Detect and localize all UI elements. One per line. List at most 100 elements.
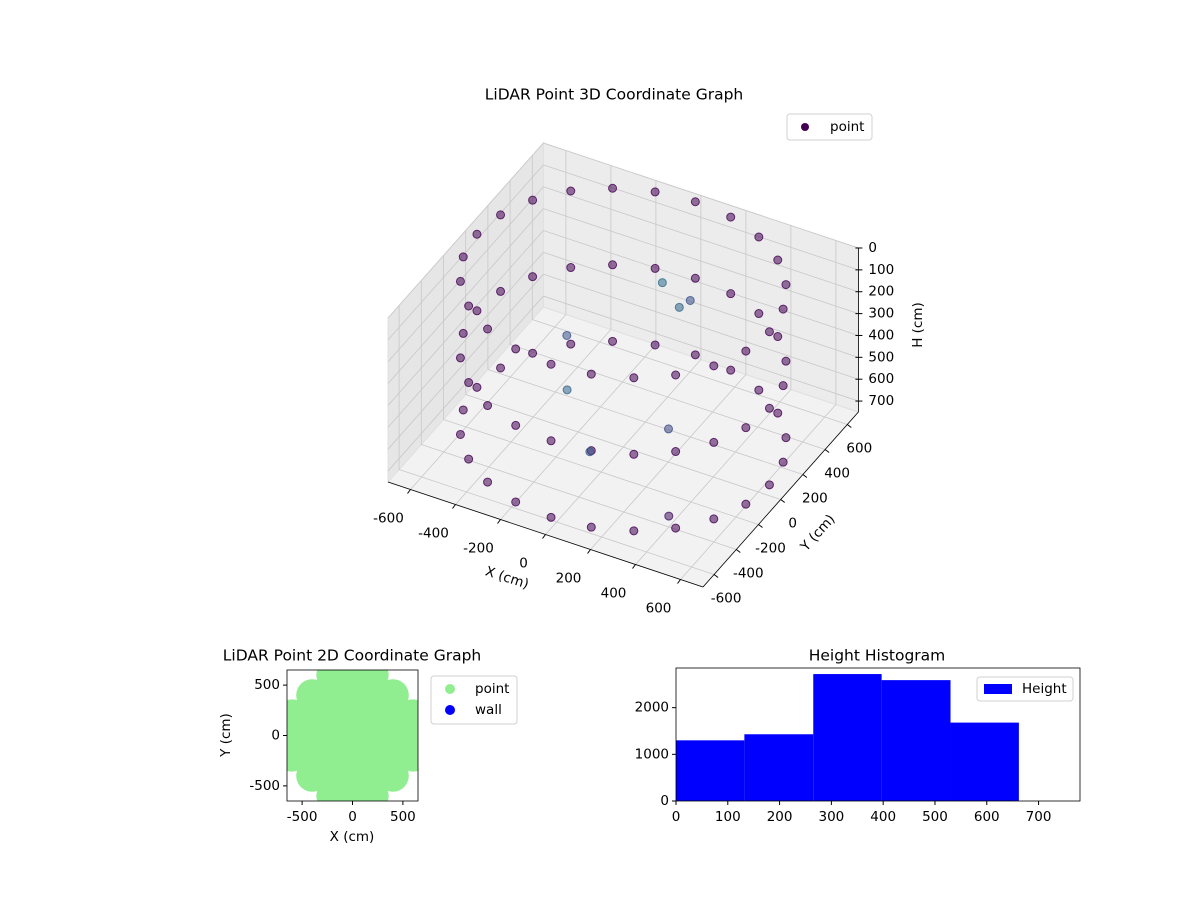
axes-frame bbox=[675, 667, 1081, 802]
tick-mark bbox=[677, 579, 681, 584]
point bbox=[496, 363, 506, 373]
point bbox=[741, 346, 751, 356]
tick-mark bbox=[452, 504, 456, 509]
legend-label: point bbox=[830, 119, 864, 135]
point bbox=[690, 273, 700, 283]
point bbox=[671, 523, 681, 533]
z-axis-label: H (cm) bbox=[910, 302, 926, 348]
point bbox=[464, 301, 474, 311]
bar bbox=[676, 740, 745, 801]
grid-line bbox=[532, 319, 848, 425]
x-tick-label: 600 bbox=[974, 809, 1000, 825]
point bbox=[781, 356, 791, 366]
legend-label: Height bbox=[1022, 681, 1067, 697]
grid-line bbox=[465, 394, 781, 500]
grid-line bbox=[387, 142, 544, 319]
point bbox=[458, 252, 468, 262]
y-tick-label: 600 bbox=[846, 441, 872, 457]
tick-mark bbox=[542, 534, 546, 539]
z-tick-label: 500 bbox=[868, 349, 894, 365]
grid-line bbox=[387, 230, 544, 406]
tick-mark bbox=[587, 549, 591, 554]
legend-patch bbox=[984, 684, 1012, 694]
point bbox=[664, 424, 673, 434]
x-tick-label: -400 bbox=[418, 526, 449, 542]
x-tick-label: 200 bbox=[556, 571, 582, 587]
x-tick-label: 700 bbox=[1026, 809, 1052, 825]
y-tick-label: 0 bbox=[271, 728, 280, 744]
tick-mark bbox=[780, 499, 786, 503]
point bbox=[671, 447, 681, 457]
x-tick-label: 500 bbox=[390, 809, 416, 825]
x-tick-label: 300 bbox=[818, 809, 844, 825]
z-tick-label: 100 bbox=[868, 262, 894, 278]
point bbox=[674, 302, 684, 312]
z-tick-label: 200 bbox=[868, 284, 894, 300]
point bbox=[709, 361, 719, 371]
grid-line bbox=[487, 369, 804, 475]
point bbox=[562, 385, 572, 395]
point bbox=[483, 477, 493, 487]
y-tick-label: 1000 bbox=[635, 746, 669, 762]
x-tick-label: -500 bbox=[287, 809, 318, 825]
grid-line bbox=[387, 273, 544, 450]
point bbox=[472, 382, 482, 392]
point bbox=[764, 403, 774, 413]
plot-area bbox=[287, 670, 418, 801]
point bbox=[566, 186, 576, 196]
x-tick-label: 600 bbox=[646, 601, 672, 617]
point bbox=[650, 340, 660, 350]
point bbox=[773, 332, 783, 342]
point bbox=[511, 344, 521, 354]
grid-line bbox=[421, 444, 737, 550]
grid-line bbox=[398, 469, 715, 575]
tick-mark bbox=[632, 564, 636, 569]
y-tick-label: 200 bbox=[802, 491, 828, 507]
point bbox=[458, 328, 468, 338]
x-tick-label: -200 bbox=[463, 541, 494, 557]
point bbox=[629, 373, 639, 383]
point bbox=[455, 276, 465, 286]
point bbox=[778, 457, 788, 467]
point bbox=[781, 280, 791, 290]
point bbox=[754, 309, 764, 319]
point bbox=[376, 679, 409, 712]
z-tick-label: 400 bbox=[868, 327, 894, 343]
tick-mark bbox=[846, 424, 852, 428]
point bbox=[511, 420, 521, 430]
point bbox=[685, 295, 695, 305]
point bbox=[629, 526, 639, 536]
point bbox=[741, 423, 751, 433]
grid-line bbox=[509, 344, 826, 450]
chart-title: LiDAR Point 3D Coordinate Graph bbox=[485, 86, 743, 104]
point bbox=[528, 272, 538, 282]
point bbox=[778, 381, 788, 391]
x-tick-label: 0 bbox=[348, 809, 357, 825]
grid-line bbox=[387, 186, 544, 362]
point bbox=[671, 370, 681, 380]
grid-line bbox=[543, 295, 859, 402]
y-tick-label: 0 bbox=[660, 793, 669, 809]
point bbox=[629, 449, 639, 459]
tick-mark bbox=[497, 519, 501, 524]
legend-label: wall bbox=[475, 702, 502, 718]
grid-line bbox=[543, 251, 859, 358]
tick-mark bbox=[758, 524, 763, 528]
point bbox=[778, 304, 788, 314]
point bbox=[546, 512, 556, 522]
point bbox=[690, 197, 700, 207]
point bbox=[764, 327, 774, 337]
legend-box bbox=[976, 676, 1074, 702]
point bbox=[709, 437, 719, 447]
tick-mark bbox=[407, 489, 411, 494]
tick-mark bbox=[824, 449, 830, 453]
point bbox=[754, 385, 764, 395]
point bbox=[585, 447, 595, 457]
point bbox=[566, 263, 576, 273]
bar bbox=[950, 722, 1019, 801]
point bbox=[650, 263, 660, 273]
grid-line bbox=[387, 208, 544, 384]
z-tick-label: 300 bbox=[868, 306, 894, 322]
y-tick-label: 500 bbox=[254, 677, 280, 693]
